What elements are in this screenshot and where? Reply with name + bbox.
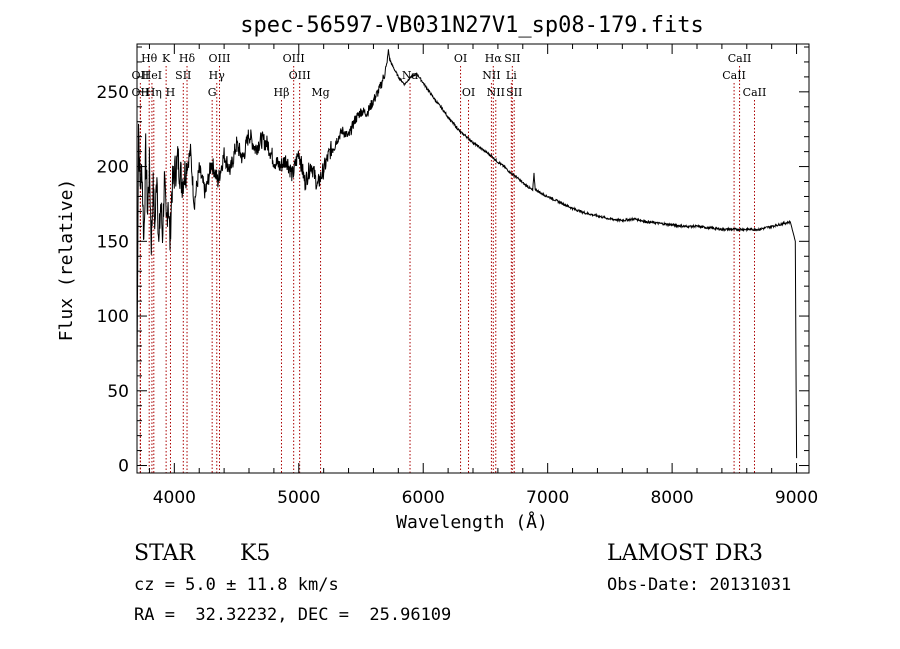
line-marker-label: NII <box>487 86 505 99</box>
subclass-label: K5 <box>240 541 270 566</box>
y-tick-label: 100 <box>97 307 129 327</box>
y-tick-label: 50 <box>107 382 129 402</box>
obs-date-label: Obs-Date: 20131031 <box>607 575 791 595</box>
line-marker-label: Na <box>402 69 419 82</box>
y-tick-label: 150 <box>97 232 129 252</box>
line-marker-label: G <box>208 86 217 99</box>
line-marker-label: OIII <box>208 52 230 65</box>
line-marker-label: Hα <box>485 52 503 65</box>
line-marker-label: Li <box>506 69 517 82</box>
line-marker-label: OII <box>132 69 150 82</box>
line-marker-label: SII <box>506 86 522 99</box>
line-marker-label: OI <box>454 52 467 65</box>
y-axis-ticks: 0 50 100 150 200 250 <box>97 46 809 477</box>
series-line-flux <box>136 49 798 459</box>
line-marker-label: K <box>162 52 171 65</box>
line-marker-label: Hη <box>146 86 162 99</box>
line-marker-label: Hγ <box>209 69 226 82</box>
y-tick-label: 200 <box>97 158 129 178</box>
line-marker-label: OIII <box>289 69 311 82</box>
line-marker-label: H <box>166 86 176 99</box>
y-tick-label: 250 <box>97 83 129 103</box>
x-tick-label: 7000 <box>526 488 569 508</box>
line-marker-label: CaII <box>728 52 752 65</box>
class-label: STAR <box>134 541 196 566</box>
x-tick-label: 6000 <box>402 488 445 508</box>
x-axis-label: Wavelength (Å) <box>396 511 548 533</box>
coords-label: RA = 32.32232, DEC = 25.96109 <box>134 605 451 625</box>
line-marker-label: NII <box>482 69 500 82</box>
line-marker-label: CaII <box>743 86 767 99</box>
line-marker-label: OI <box>462 86 475 99</box>
line-marker-label: Hδ <box>179 52 196 65</box>
line-marker-label: Hβ <box>274 86 290 99</box>
line-marker-label: SII <box>175 69 191 82</box>
line-marker-label: CaII <box>722 69 746 82</box>
survey-label: LAMOST DR3 <box>607 541 763 566</box>
line-marker-label: Hθ <box>141 52 158 65</box>
x-tick-label: 9000 <box>775 488 818 508</box>
line-marker-label: SII <box>504 52 520 65</box>
y-axis-label: Flux (relative) <box>56 179 77 342</box>
y-tick-label: 0 <box>118 457 129 477</box>
x-tick-label: 5000 <box>277 488 320 508</box>
x-tick-label: 4000 <box>153 488 196 508</box>
cz-label: cz = 5.0 ± 11.8 km/s <box>134 575 339 595</box>
line-marker-label: HeI <box>142 69 162 82</box>
x-axis-ticks: 4000 5000 6000 7000 8000 9000 <box>148 44 818 508</box>
x-tick-label: 8000 <box>650 488 693 508</box>
line-marker-label: Mg <box>311 86 329 99</box>
line-marker-label: OII <box>132 86 150 99</box>
chart-title: spec-56597-VB031N27V1_sp08-179.fits <box>240 13 704 38</box>
plot-frame <box>136 43 810 474</box>
series-group <box>136 49 798 459</box>
line-marker-label: OIII <box>283 52 305 65</box>
